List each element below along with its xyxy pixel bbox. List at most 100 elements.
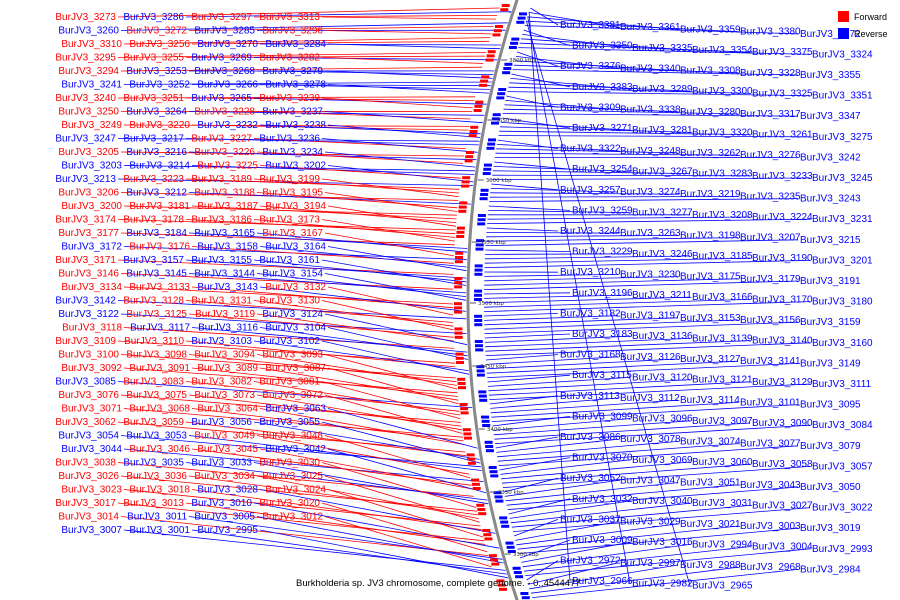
- forward-leader-line: [321, 502, 488, 553]
- feature-label: BurJV3_3175: [680, 272, 741, 283]
- feature-label: BurJV3_2968: [740, 562, 801, 573]
- reverse-gene-block: [474, 314, 483, 318]
- feature-label: BurJV3_3279: [262, 66, 323, 77]
- feature-label: BurJV3_3096: [632, 414, 693, 425]
- forward-leader-line: [324, 394, 463, 434]
- feature-label: BurJV3_3179: [740, 274, 801, 285]
- feature-label: BurJV3_3167: [262, 228, 323, 239]
- feature-label: BurJV3_3354: [692, 45, 753, 56]
- forward-leader-line: [120, 273, 454, 290]
- reverse-leader-line: [510, 502, 691, 524]
- reverse-gene-block: [478, 390, 487, 394]
- feature-label: BurJV3_3036: [126, 471, 187, 482]
- forward-gene-block: [465, 155, 474, 159]
- feature-label: BurJV3_3048: [262, 431, 323, 442]
- reverse-leader-line: [516, 523, 679, 546]
- reverse-leader-line: [515, 56, 619, 69]
- feature-label: BurJV3_3125: [126, 309, 187, 320]
- forward-gene-block: [456, 361, 464, 364]
- reverse-leader-line: [504, 480, 619, 497]
- reverse-gene-block: [486, 146, 495, 150]
- forward-leader-line: [256, 313, 454, 342]
- forward-leader-line: [324, 232, 455, 257]
- forward-gene-block: [457, 382, 466, 385]
- reverse-leader-line: [487, 218, 811, 224]
- feature-label: BurJV3_3220: [129, 120, 190, 131]
- feature-label: BurJV3_3268: [194, 66, 255, 77]
- forward-gene-block: [454, 327, 463, 331]
- forward-leader-line: [256, 111, 471, 120]
- feature-label: BurJV3_3180: [812, 297, 873, 308]
- reverse-leader-line: [494, 422, 751, 440]
- feature-label: BurJV3_3103: [191, 336, 252, 347]
- feature-label: BurJV3_3172: [61, 242, 122, 253]
- feature-label: BurJV3_3219: [680, 189, 741, 200]
- forward-gene-block: [479, 83, 488, 87]
- forward-leader-line: [185, 178, 460, 190]
- forward-gene-block: [499, 587, 507, 591]
- feature-label: BurJV3_2993: [812, 544, 873, 555]
- feature-label: BurJV3_3124: [262, 309, 323, 320]
- reverse-leader-line: [491, 177, 811, 181]
- reverse-leader-line: [324, 70, 493, 79]
- feature-label: BurJV3_3300: [692, 86, 753, 97]
- reverse-gene-block: [506, 545, 515, 549]
- feature-leader-lines: [117, 7, 811, 598]
- feature-label: BurJV3_3269: [191, 53, 252, 64]
- forward-leader-line: [259, 448, 473, 490]
- reverse-leader-line: [500, 126, 691, 133]
- feature-track: [454, 4, 530, 600]
- feature-label: BurJV3_3070: [572, 453, 633, 464]
- feature-label: BurJV3_3308: [680, 66, 741, 77]
- forward-gene-block: [455, 356, 464, 360]
- reverse-leader-line: [484, 299, 751, 308]
- feature-label: BurJV3_3031: [692, 498, 753, 509]
- reverse-gene-block: [517, 16, 526, 20]
- reverse-leader-line: [117, 381, 473, 408]
- feature-label: BurJV3_3250: [58, 107, 119, 118]
- feature-label: BurJV3_2982: [632, 578, 693, 589]
- reverse-leader-line: [492, 170, 691, 174]
- feature-label: BurJV3_3228: [194, 107, 255, 118]
- forward-leader-line: [253, 138, 466, 149]
- forward-gene-block: [485, 58, 494, 62]
- reverse-gene-block: [480, 193, 489, 196]
- feature-label: BurJV3_3191: [800, 276, 861, 287]
- reverse-gene-block: [477, 222, 486, 226]
- feature-label: BurJV3_3091: [129, 363, 190, 374]
- reverse-leader-line: [487, 216, 751, 220]
- reverse-leader-line: [519, 42, 751, 53]
- reverse-leader-line: [525, 548, 811, 576]
- reverse-gene-block: [475, 348, 484, 352]
- feature-label: BurJV3_3217: [123, 134, 184, 145]
- feature-label: BurJV3_3210: [560, 267, 621, 278]
- reverse-leader-line: [528, 11, 571, 582]
- reverse-gene-block: [480, 188, 489, 192]
- feature-label: BurJV3_3242: [800, 152, 861, 163]
- feature-label: BurJV3_3140: [752, 336, 813, 347]
- reverse-leader-line: [501, 463, 751, 484]
- forward-leader-line: [191, 286, 454, 309]
- reverse-gene-block: [504, 62, 513, 66]
- feature-label: BurJV3_3188: [194, 188, 255, 199]
- feature-label: BurJV3_3117: [130, 323, 190, 334]
- feature-label: BurJV3_3052: [560, 473, 621, 484]
- forward-gene-block: [455, 352, 464, 356]
- reverse-leader-line: [259, 43, 502, 46]
- feature-label: BurJV3_3050: [800, 482, 861, 493]
- reverse-gene-block: [477, 218, 486, 222]
- reverse-leader-line: [490, 399, 679, 414]
- reverse-leader-line: [499, 130, 751, 135]
- feature-label: BurJV3_3240: [55, 93, 116, 104]
- feature-label: BurJV3_3157: [123, 255, 184, 266]
- reverse-gene-block: [510, 41, 519, 45]
- forward-leader-line: [324, 475, 480, 523]
- reverse-leader-line: [488, 210, 631, 213]
- scale-ticks: 3800 kbp 3650 kbp 3600 kbp 3550 kbp 3500 kbp…: [470, 58, 539, 558]
- feature-label: BurJV3_3022: [812, 503, 873, 514]
- feature-label: BurJV3_3064: [197, 404, 258, 415]
- forward-gene-block: [466, 453, 475, 457]
- feature-label: BurJV3_3069: [632, 455, 693, 466]
- reverse-gene-block: [474, 264, 483, 268]
- feature-label: BurJV3_3134: [61, 282, 122, 293]
